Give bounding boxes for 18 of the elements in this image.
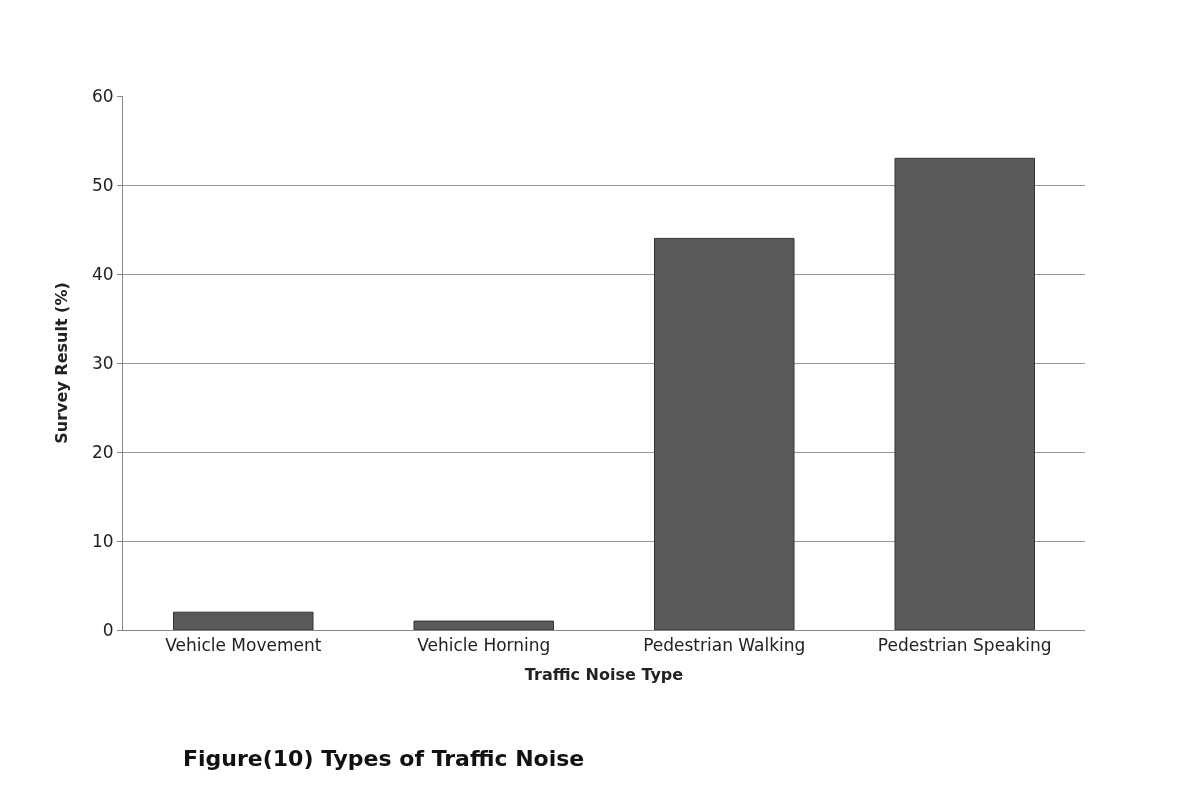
y-tick-label: 0 [102,619,114,640]
bar [173,611,314,630]
y-tick-label: 30 [91,352,114,373]
y-tick-label: 60 [91,85,114,106]
bar [894,157,1035,630]
x-tick-label: Pedestrian Speaking [877,635,1052,656]
y-axis-title: Survey Result (%) [51,282,71,444]
y-tick-label: 10 [91,530,114,551]
x-tick-label: Vehicle Movement [165,635,322,656]
x-tick-label: Pedestrian Walking [643,635,806,656]
y-tick-label: 40 [91,263,114,284]
text: Figure(10) Types of Traffic Noise [183,746,585,771]
bar [413,620,554,630]
bar [654,237,795,630]
x-tick-label: Vehicle Horning [417,635,551,656]
y-tick-label: 50 [91,174,114,195]
y-tick-label: 20 [91,441,114,462]
x-axis-title: Traffic Noise Type [524,665,684,685]
